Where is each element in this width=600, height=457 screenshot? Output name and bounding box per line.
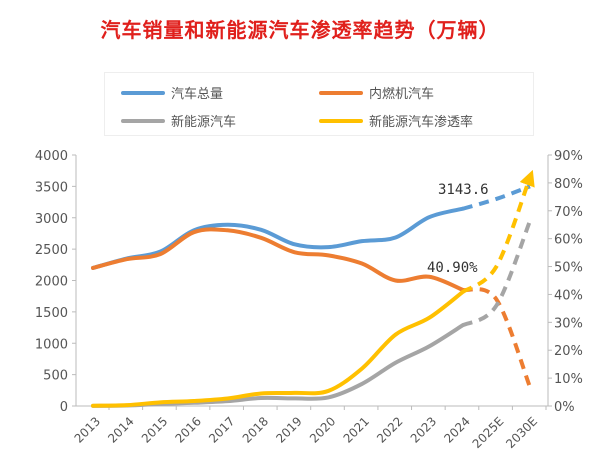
- left-tick-label: 4000: [35, 149, 68, 164]
- x-tick-label: 2022: [374, 414, 405, 445]
- left-tick-label: 0: [60, 400, 68, 415]
- series-line-0: [91, 206, 465, 270]
- x-tick-label: 2025E: [470, 414, 507, 451]
- legend-swatch: [319, 90, 363, 95]
- legend-label: 新能源汽车渗透率: [369, 115, 474, 130]
- legend-swatch: [319, 118, 363, 123]
- right-tick-label: 40%: [554, 288, 583, 303]
- left-tick-label: 1500: [35, 306, 68, 321]
- legend-swatch: [121, 118, 165, 123]
- left-tick-label: 500: [43, 369, 68, 384]
- x-tick-label: 2015: [139, 414, 170, 445]
- x-tick-label: 2016: [172, 414, 203, 445]
- right-tick-label: 30%: [554, 316, 583, 331]
- legend-label: 内燃机汽车: [369, 87, 435, 102]
- x-tick-label: 2030E: [503, 414, 540, 451]
- left-tick-label: 2000: [35, 275, 68, 290]
- series-line-1: [91, 227, 465, 292]
- x-tick-label: 2024: [441, 414, 472, 445]
- legend-label: 新能源汽车: [171, 115, 237, 130]
- legend-item: 新能源汽车: [121, 111, 236, 130]
- right-tick-label: 50%: [554, 261, 583, 276]
- series-forecast-line-3: [461, 169, 535, 294]
- right-tick-label: 60%: [554, 233, 583, 248]
- x-tick-label: 2021: [341, 414, 372, 445]
- legend: 汽车总量 内燃机汽车 新能源汽车 新能源汽车渗透率: [104, 72, 534, 136]
- x-tick-label: 2017: [206, 414, 237, 445]
- right-tick-label: 10%: [554, 372, 583, 387]
- left-tick-label: 2500: [35, 243, 68, 258]
- series-forecast-line-2: [461, 220, 532, 328]
- annotation-total-2024: 3143.6: [438, 182, 489, 198]
- left-tick-label: 1000: [35, 337, 68, 352]
- x-tick-label: 2023: [408, 414, 439, 445]
- x-tick-label: 2020: [307, 414, 338, 445]
- legend-label: 汽车总量: [171, 87, 224, 102]
- x-tick-label: 2018: [240, 414, 271, 445]
- legend-item: 新能源汽车渗透率: [319, 111, 473, 130]
- right-tick-label: 90%: [554, 149, 583, 164]
- x-tick-label: 2019: [273, 414, 304, 445]
- legend-item: 内燃机汽车: [319, 83, 434, 102]
- left-tick-label: 3500: [35, 180, 68, 195]
- x-tick-label: 2014: [105, 414, 136, 445]
- x-tick-label: 2013: [72, 414, 103, 445]
- right-tick-label: 0%: [554, 400, 575, 415]
- chart-title: 汽车销量和新能源汽车渗透率趋势（万辆）: [100, 18, 500, 42]
- legend-swatch: [121, 90, 165, 95]
- series-forecast-line-0: [462, 184, 531, 211]
- legend-item: 汽车总量: [121, 83, 223, 102]
- right-tick-label: 70%: [554, 205, 583, 220]
- left-tick-label: 3000: [35, 212, 68, 227]
- right-tick-label: 80%: [554, 177, 583, 192]
- series-line-3: [91, 289, 465, 408]
- annotation-penetration-2024: 40.90%: [427, 260, 478, 276]
- right-tick-label: 20%: [554, 344, 583, 359]
